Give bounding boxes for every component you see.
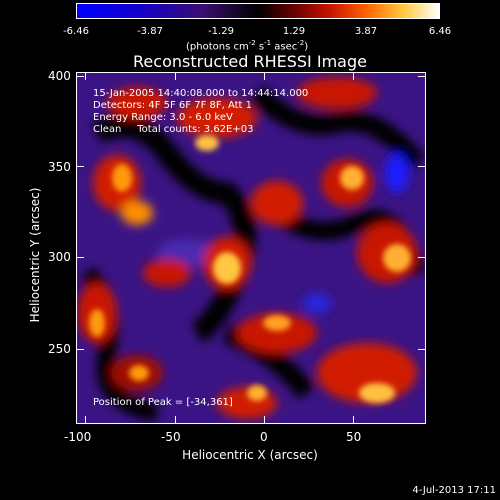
colorbar-tick-label: 6.46: [428, 26, 452, 37]
colorbar-tick-label: -1.29: [208, 26, 234, 37]
y-tick-label: 400: [48, 69, 71, 83]
x-tick-label: 50: [346, 430, 362, 444]
observation-info: 15-Jan-2005 14:40:08.000 to 14:44:14.000…: [93, 88, 308, 136]
peak-position: Position of Peak = [-34,361]: [93, 397, 233, 408]
x-tick-label: -50: [161, 430, 181, 444]
info-time-range: 15-Jan-2005 14:40:08.000 to 14:44:14.000: [93, 88, 309, 99]
x-tick-label: -100: [64, 430, 92, 444]
y-tick-label: 300: [48, 250, 71, 264]
info-detectors: Detectors: 4F 5F 6F 7F 8F, Att 1: [93, 100, 253, 111]
colorbar: [76, 3, 440, 19]
x-axis-label: Heliocentric X (arcsec): [182, 448, 318, 462]
plot-title: Reconstructed RHESSI Image: [133, 52, 367, 71]
image-plot: [76, 72, 426, 424]
y-tick-label: 250: [48, 342, 71, 356]
heatmap-image: [77, 73, 425, 423]
y-tick-label: 350: [48, 160, 71, 174]
y-axis-label: Heliocentric Y (arcsec): [28, 187, 42, 323]
x-tick-label: 0: [260, 430, 268, 444]
colorbar-units: (photons cm-2 s-1 asec-2): [186, 39, 309, 53]
colorbar-tick-label: 3.87: [354, 26, 378, 37]
info-total-counts: Clean Total counts: 3.62E+03: [93, 124, 254, 135]
colorbar-tick-label: 1.29: [282, 26, 306, 37]
info-energy-range: Energy Range: 3.0 - 6.0 keV: [93, 112, 233, 123]
colorbar-tick-label: -3.87: [137, 26, 163, 37]
timestamp: 4-Jul-2013 17:11: [412, 485, 496, 496]
colorbar-ticks: -6.46 -3.87 -1.29 1.29 3.87 6.46: [0, 0, 500, 60]
colorbar-tick-label: -6.46: [63, 26, 89, 37]
